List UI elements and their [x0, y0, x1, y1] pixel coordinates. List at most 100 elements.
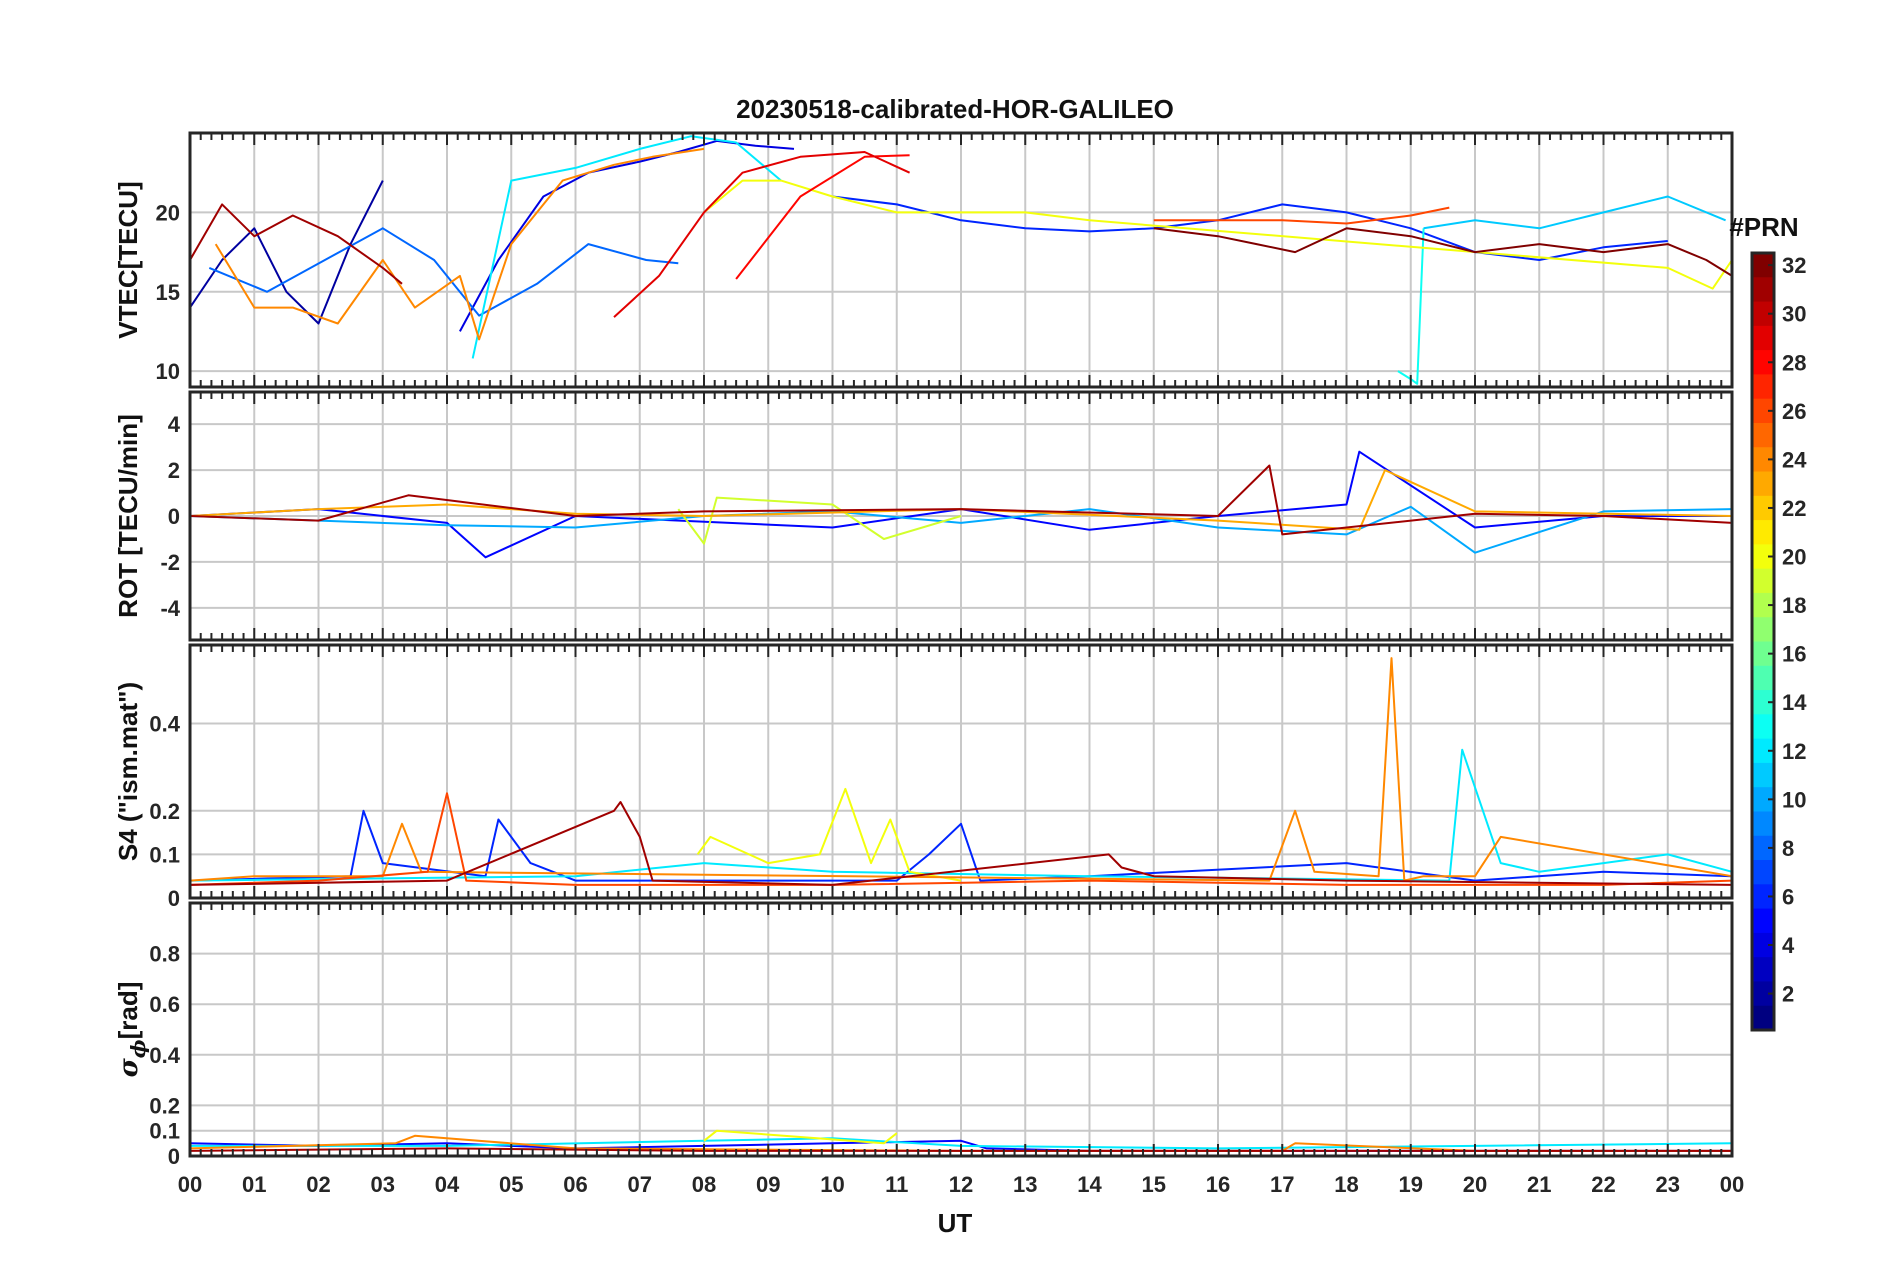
colorbar-tick-label: 22	[1782, 496, 1806, 521]
panels: 10 15 20 VTEC[TECU] -4 -2 0 2 4 ROT [TECU/min] 00.…	[113, 131, 1744, 1197]
colorbar-swatch	[1752, 932, 1774, 958]
y-axis-label: σϕ[rad]	[113, 982, 150, 1078]
colorbar-swatch	[1752, 811, 1774, 837]
x-tick-label: 22	[1591, 1172, 1615, 1197]
y-tick-label: 0.2	[149, 799, 180, 824]
colorbar-swatch	[1752, 762, 1774, 788]
colorbar-swatch	[1752, 495, 1774, 521]
series-prn-20	[703, 1129, 898, 1145]
colorbar-tick-label: 32	[1782, 253, 1806, 278]
series-prn-20	[703, 179, 1733, 290]
x-tick-label: 00	[1720, 1172, 1744, 1197]
colorbar-tick-label: 4	[1782, 933, 1795, 958]
series-prn-6	[832, 195, 1668, 261]
panel-vtec: 10 15 20 VTEC[TECU]	[113, 131, 1734, 389]
colorbar-swatch	[1752, 568, 1774, 594]
series-prn-12	[471, 135, 782, 359]
colorbar-swatch	[1752, 665, 1774, 691]
colorbar-swatch	[1752, 835, 1774, 861]
y-tick-label: 4	[168, 412, 181, 437]
y-tick-label: -2	[160, 550, 180, 575]
colorbar-swatch	[1752, 592, 1774, 618]
colorbar-swatch	[1752, 544, 1774, 570]
series-prn-13	[1397, 228, 1425, 385]
series-prn-12	[189, 748, 1733, 882]
x-tick-label: 08	[692, 1172, 716, 1197]
colorbar-swatch	[1752, 447, 1774, 473]
axes-frame	[188, 131, 1734, 389]
x-tick-label: 15	[1142, 1172, 1166, 1197]
x-tick-label: 20	[1463, 1172, 1487, 1197]
y-tick-label: 15	[156, 280, 180, 305]
colorbar-swatch	[1752, 422, 1774, 448]
x-tick-label: 06	[563, 1172, 587, 1197]
colorbar-tick-label: 2	[1782, 982, 1794, 1007]
y-tick-label: 0.1	[149, 842, 180, 867]
colorbar-tick-label: 24	[1782, 447, 1807, 472]
series-prn-19	[677, 496, 962, 545]
colorbar-label: #PRN	[1729, 212, 1798, 242]
colorbar-tick-label: 26	[1782, 399, 1806, 424]
series-prn-10	[189, 505, 1733, 554]
series-prn-26	[1153, 206, 1450, 225]
y-tick-label: -4	[160, 596, 180, 621]
colorbar-tick-label: 12	[1782, 739, 1806, 764]
colorbar-tick-label: 28	[1782, 350, 1806, 375]
colorbar-swatch	[1752, 641, 1774, 667]
colorbar-swatch	[1752, 398, 1774, 424]
colorbar-swatch	[1752, 738, 1774, 764]
colorbar-tick-label: 30	[1782, 302, 1806, 327]
colorbar-swatch	[1752, 884, 1774, 910]
colorbar-swatch	[1752, 253, 1774, 278]
colorbar-swatch	[1752, 301, 1774, 327]
x-tick-labels: 00 01 02 03 04 05 06 07 08 09 10 11 12 13 14 15 16 17 18 19…	[178, 1172, 1744, 1197]
x-tick-label: 01	[242, 1172, 266, 1197]
x-tick-label: 10	[820, 1172, 844, 1197]
colorbar-tick-label: 18	[1782, 593, 1806, 618]
x-tick-label: 23	[1656, 1172, 1680, 1197]
colorbar-tick-label: 14	[1782, 690, 1807, 715]
colorbar-swatch	[1752, 981, 1774, 1007]
series-prn-8	[208, 227, 679, 317]
series-prn-29	[613, 151, 911, 318]
series-prn-20	[696, 787, 962, 882]
panel-sigmaphi: 00.10.2 0.4 0.6 0.8 σϕ[rad]	[113, 901, 1734, 1169]
series-prn-12	[190, 1137, 1733, 1150]
y-tick-label: 0	[168, 504, 180, 529]
colorbar-tick-label: 6	[1782, 884, 1794, 909]
colorbar-swatch	[1752, 787, 1774, 813]
x-tick-label: 21	[1527, 1172, 1551, 1197]
y-axis-label: VTEC[TECU]	[113, 181, 143, 338]
x-tick-label: 17	[1270, 1172, 1294, 1197]
series-prn-24	[189, 657, 1733, 882]
series-prn-28	[735, 154, 910, 280]
panel-rot: -4 -2 0 2 4 ROT [TECU/min]	[113, 390, 1734, 642]
series-prn-31	[189, 464, 1733, 536]
colorbar-swatch	[1752, 350, 1774, 376]
panel-s4: 0 0.1 0.2 0.4S4 ("ism.mat")	[113, 643, 1734, 911]
colorbar-swatch	[1752, 520, 1774, 545]
x-tick-label: 09	[756, 1172, 780, 1197]
series-prn-31	[189, 203, 403, 285]
y-tick-label: 0.4	[149, 1043, 180, 1068]
y-tick-label: 10	[156, 359, 180, 384]
y-tick-label: 20	[156, 200, 180, 225]
colorbar-tick-label: 16	[1782, 642, 1806, 667]
colorbar-tick-label: 8	[1782, 836, 1794, 861]
colorbar-swatch	[1752, 617, 1774, 643]
y-tick-label: 2	[168, 458, 180, 483]
axes-frame	[188, 901, 1734, 1158]
colorbar-swatch	[1752, 1005, 1774, 1031]
x-tick-label: 07	[628, 1172, 652, 1197]
x-axis-label: UT	[938, 1208, 973, 1238]
y-axis-label: S4 ("ism.mat")	[113, 682, 143, 861]
y-axis-label: ROT [TECU/min]	[113, 414, 143, 618]
colorbar-swatch	[1752, 277, 1774, 303]
series-prn-26	[189, 792, 1733, 886]
axes-frame	[188, 643, 1734, 900]
x-tick-label: 04	[435, 1172, 460, 1197]
colorbar-swatch	[1752, 860, 1774, 885]
y-tick-label: 0.4	[149, 712, 180, 737]
